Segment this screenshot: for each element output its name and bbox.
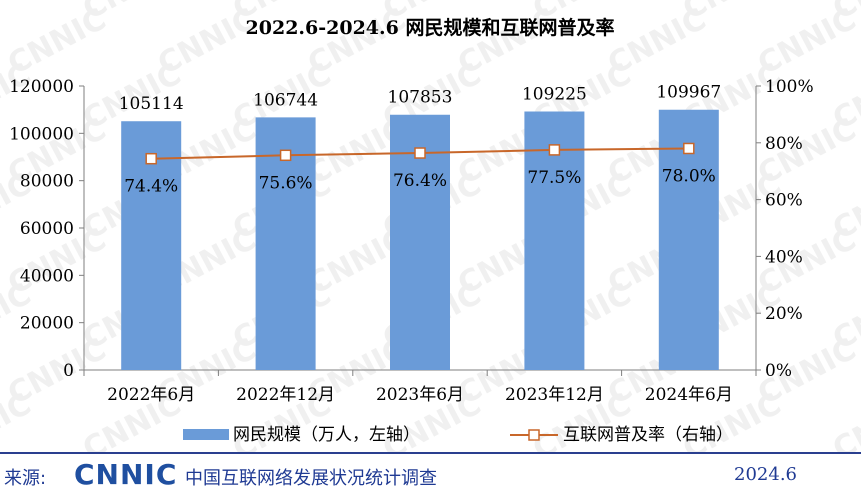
- left-axis-tick-label: 0: [63, 361, 74, 381]
- left-axis-tick-label: 40000: [20, 266, 74, 286]
- source-date: 2024.6: [734, 464, 797, 485]
- legend-bar-swatch: [183, 429, 229, 440]
- left-axis-tick-label: 60000: [20, 219, 74, 239]
- right-axis-tick-label: 0%: [765, 361, 792, 381]
- footer-divider: [0, 452, 861, 454]
- line-data-label: 77.5%: [527, 168, 581, 188]
- line-data-label: 75.6%: [259, 173, 313, 193]
- left-axis-tick-label: 80000: [20, 172, 74, 192]
- left-axis-tick-label: 100000: [9, 124, 74, 144]
- x-axis-tick-label: 2024年6月: [645, 385, 733, 405]
- bar-data-label: 109225: [522, 85, 587, 105]
- right-axis-tick-label: 80%: [765, 134, 803, 154]
- line-marker: [279, 149, 292, 162]
- x-axis-tick-label: 2023年12月: [505, 385, 604, 405]
- source-text: 中国互联网络发展状况统计调查: [185, 468, 437, 489]
- bar-data-label: 109967: [656, 83, 721, 103]
- right-axis-tick-label: 40%: [765, 247, 803, 267]
- x-axis-tick-label: 2023年6月: [376, 385, 464, 405]
- right-axis-tick-label: 20%: [765, 304, 803, 324]
- right-axis-tick-label: 60%: [765, 191, 803, 211]
- watermark-text: CNNIC: [0, 0, 37, 27]
- right-axis-tick-label: 100%: [765, 77, 814, 97]
- line-marker: [683, 142, 695, 155]
- chart-title: 2022.6-2024.6 网民规模和互联网普及率: [246, 16, 615, 39]
- bar-data-label: 107853: [388, 88, 453, 108]
- line-marker: [414, 147, 426, 159]
- x-axis-tick-label: 2022年12月: [236, 385, 335, 405]
- legend: 网民规模（万人，左轴） 互联网普及率（右轴）: [183, 425, 733, 445]
- legend-bar-label: 网民规模（万人，左轴）: [233, 425, 420, 445]
- left-axis-tick-label: 20000: [20, 314, 74, 334]
- bar-data-label: 106744: [253, 90, 318, 110]
- line-marker: [145, 152, 157, 165]
- cnnic-logo: CNNIC: [74, 458, 178, 491]
- line-data-label: 74.4%: [124, 177, 178, 197]
- bar-data-label: 105114: [119, 94, 184, 114]
- x-axis-tick-label: 2022年6月: [107, 385, 195, 405]
- line-series: 74.4% 75.6% 76.4% 77.5% 78.0%: [124, 142, 716, 197]
- watermark-text: CNNIC: [827, 387, 861, 452]
- line-data-label: 76.4%: [393, 171, 447, 191]
- legend-line-label: 互联网普及率（右轴）: [563, 425, 733, 445]
- bar-series: 105114 106744 107853 109225 109967: [119, 83, 721, 371]
- left-axis-tick-label: 120000: [9, 77, 74, 97]
- line-data-label: 78.0%: [662, 166, 716, 186]
- line-marker: [548, 144, 561, 156]
- legend-line-marker: [528, 429, 540, 441]
- axes: 0 20000 40000 60000 80000 100000 120000 0% 20% 40…: [9, 77, 814, 405]
- source-label: 来源:: [4, 468, 47, 489]
